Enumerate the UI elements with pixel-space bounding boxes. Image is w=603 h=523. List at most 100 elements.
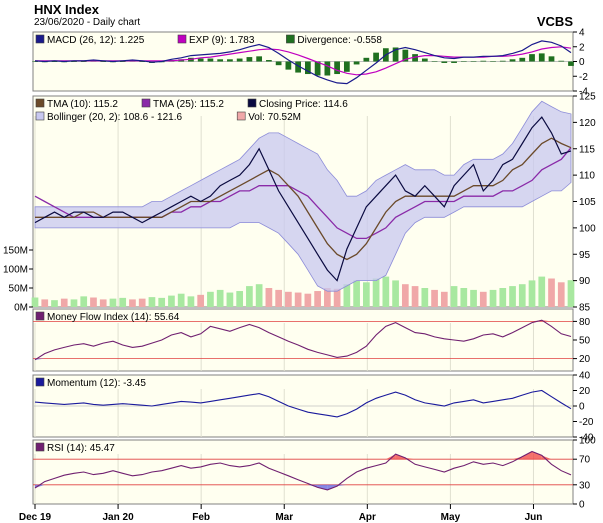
chart-subtitle: 23/06/2020 - Daily chart xyxy=(34,17,141,28)
volume-bar xyxy=(99,299,107,307)
momentum-ytick-label: -40 xyxy=(579,433,594,444)
volume-bar xyxy=(450,286,458,307)
macd-divergence-bar xyxy=(324,61,331,76)
volume-bar xyxy=(411,286,419,307)
volume-bar xyxy=(489,289,497,307)
volume-bar xyxy=(177,293,185,307)
volume-bar xyxy=(207,291,214,307)
macd-divergence-bar xyxy=(490,61,496,62)
volume-bar xyxy=(343,284,351,307)
volume-bar xyxy=(158,297,166,307)
volume-bar xyxy=(421,288,429,307)
macd-divergence-bar xyxy=(266,60,272,62)
price-ytick-label: 125 xyxy=(579,92,596,103)
volume-bar xyxy=(499,288,507,307)
macd-divergence-bar xyxy=(139,61,146,62)
momentum-ytick-label: -20 xyxy=(579,417,594,428)
volume-bar xyxy=(509,286,516,307)
rsi-ytick-label: 0 xyxy=(579,500,585,511)
volume-ytick-label: 50M xyxy=(9,284,28,295)
volume-bar xyxy=(431,289,438,307)
price-ytick-label: 100 xyxy=(579,223,596,234)
macd-legend-swatch xyxy=(177,34,187,44)
volume-bar xyxy=(285,291,292,307)
price-ytick-label: 110 xyxy=(579,171,595,182)
macd-divergence-bar xyxy=(256,56,263,62)
mfi-line xyxy=(34,319,572,361)
volume-bar xyxy=(538,276,546,307)
macd-divergence-bar xyxy=(314,61,321,76)
x-tick-label: May xyxy=(441,512,461,523)
rsi-panel xyxy=(32,439,574,505)
volume-bar xyxy=(470,289,477,307)
volume-bar xyxy=(314,291,321,307)
volume-bar xyxy=(372,278,380,307)
x-tick-label: Jan 20 xyxy=(103,512,135,523)
volume-bar xyxy=(41,299,49,307)
price-ytick-label: 85 xyxy=(579,303,591,314)
volume-bar xyxy=(275,289,282,307)
rsi-ytick-label: 30 xyxy=(579,480,591,491)
volume-bar xyxy=(460,288,468,307)
rsi-overbought-fill xyxy=(522,451,533,460)
price-legend-label: Closing Price: 114.6 xyxy=(259,99,348,110)
macd-divergence-bar xyxy=(402,49,409,62)
x-tick-label: Dec 19 xyxy=(19,512,52,523)
volume-bar xyxy=(187,296,195,307)
macd-divergence-bar xyxy=(509,59,516,62)
volume-bar xyxy=(138,298,146,307)
mfi-ytick-label: 50 xyxy=(579,336,591,347)
momentum-ytick-label: 40 xyxy=(579,371,591,382)
macd-divergence-bar xyxy=(236,58,243,62)
volume-bar xyxy=(109,298,117,307)
rsi-ytick-label: 70 xyxy=(579,455,591,466)
volume-bar xyxy=(216,289,224,307)
macd-divergence-bar xyxy=(227,59,233,62)
macd-divergence-bar xyxy=(529,54,535,62)
mfi-ytick-label: 20 xyxy=(579,354,591,365)
macd-divergence-bar xyxy=(80,61,87,62)
price-legend-swatch xyxy=(35,111,45,121)
volume-bar xyxy=(401,284,409,307)
x-tick-label: Jun xyxy=(525,512,543,523)
macd-divergence-bar xyxy=(392,47,399,62)
rsi-overbought-fill xyxy=(385,454,396,460)
volume-bar xyxy=(382,276,390,307)
macd-divergence-bar xyxy=(460,61,467,62)
volume-bar xyxy=(440,291,448,307)
macd-divergence-bar xyxy=(373,52,379,62)
volume-bar xyxy=(197,294,205,307)
volume-bar xyxy=(51,300,58,307)
rsi-overbought-fill xyxy=(512,456,523,460)
volume-bar xyxy=(246,286,253,307)
price-ytick-label: 90 xyxy=(579,276,591,287)
rsi-line xyxy=(34,450,572,491)
macd-divergence-bar xyxy=(519,57,526,62)
mfi-oversold-fill xyxy=(35,358,45,360)
macd-legend-swatch xyxy=(286,34,295,44)
price-legend-label: TMA (25): 115.2 xyxy=(153,99,224,110)
price-ytick-label: 115 xyxy=(579,144,595,155)
x-tick-label: Apr xyxy=(359,512,376,523)
price-ytick-label: 105 xyxy=(579,197,596,208)
momentum-line xyxy=(34,389,572,418)
rsi-legend-swatch xyxy=(35,442,45,452)
closing-price-line xyxy=(34,116,572,282)
volume-ytick-label: 0M xyxy=(14,303,28,314)
momentum-legend-label: Momentum (12): -3.45 xyxy=(47,378,146,389)
macd-divergence-bar xyxy=(431,61,438,62)
macd-divergence-bar xyxy=(207,58,214,62)
volume-bar xyxy=(362,282,370,307)
volume-bar xyxy=(236,291,244,307)
volume-ytick-label: 100M xyxy=(3,265,28,276)
volume-bar xyxy=(392,280,399,307)
macd-divergence-bar xyxy=(217,59,224,62)
volume-bar xyxy=(80,296,88,307)
macd-divergence-bar xyxy=(441,61,448,63)
rsi-oversold-fill xyxy=(317,484,328,490)
volume-bar xyxy=(119,297,127,307)
momentum-ytick-label: 20 xyxy=(579,386,591,397)
volume-bar xyxy=(148,297,156,307)
macd-divergence-bar xyxy=(421,58,428,62)
macd-divergence-bar xyxy=(568,61,574,66)
